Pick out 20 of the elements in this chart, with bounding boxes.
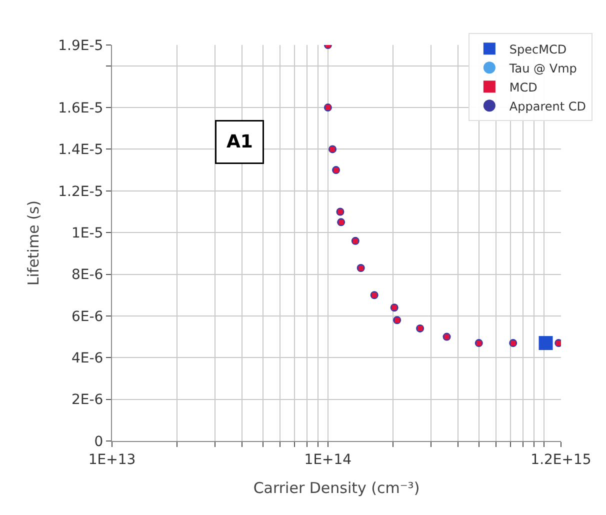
y-tick-label: 2E-6	[71, 392, 104, 408]
y-tick-label: 1.9E-5	[58, 38, 104, 54]
y-tick-label: 4E-6	[71, 350, 104, 367]
y-tick-label: 1.2E-5	[58, 184, 104, 200]
y-tick-label: 1E-5	[71, 225, 104, 242]
legend-label: Tau @ Vmp	[508, 61, 577, 76]
y-tick-label: 8E-6	[71, 267, 104, 284]
y-tick-label: 6E-6	[71, 308, 104, 325]
legend-label: MCD	[509, 80, 538, 94]
x-tick-label: 1E+14	[304, 452, 352, 468]
x-tick-label: 1.2E+15	[530, 452, 592, 468]
y-tick-label: 1.6E-5	[58, 100, 104, 116]
x-tick-label: 1E+13	[88, 452, 136, 468]
y-tick-label: 0	[94, 434, 104, 450]
legend-label: SpecMCD	[509, 42, 567, 56]
x-axis-title: Carrier Density (cm⁻³)	[253, 478, 420, 497]
legend-label: Apparent CD	[509, 99, 586, 114]
annotation: A1	[226, 132, 253, 152]
y-axis-title: Lifetime (s)	[24, 200, 42, 286]
y-tick-label: 1.4E-5	[58, 142, 104, 158]
